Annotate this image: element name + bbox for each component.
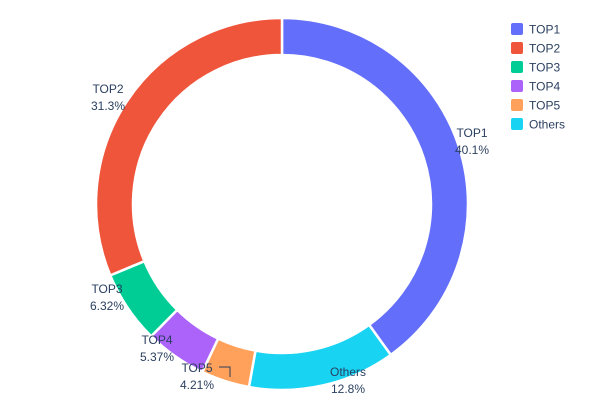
slice-label-percent: 31.3% — [91, 99, 125, 113]
slice-label-top1: TOP1 40.1% — [455, 126, 489, 157]
legend-item-top4[interactable]: TOP4 — [511, 80, 560, 94]
slice-label-name: TOP4 — [141, 333, 172, 347]
slice-label-percent: 40.1% — [455, 143, 489, 157]
legend-swatch[interactable] — [511, 61, 523, 73]
slice-label-percent: 5.37% — [140, 350, 174, 364]
legend-item-others[interactable]: Others — [511, 118, 565, 132]
slice-label-top2: TOP2 31.3% — [91, 82, 125, 113]
legend-label[interactable]: TOP1 — [529, 23, 560, 37]
legend-item-top5[interactable]: TOP5 — [511, 99, 560, 113]
slice-label-name: TOP3 — [91, 282, 122, 296]
legend-swatch[interactable] — [511, 99, 523, 111]
slice-label-top4: TOP4 5.37% — [140, 333, 174, 364]
legend-label[interactable]: TOP5 — [529, 99, 560, 113]
legend-swatch[interactable] — [511, 23, 523, 35]
legend-label[interactable]: TOP4 — [529, 80, 560, 94]
legend-item-top2[interactable]: TOP2 — [511, 42, 560, 56]
legend-label[interactable]: TOP2 — [529, 42, 560, 56]
slice-label-name: TOP5 — [181, 361, 212, 375]
slice-label-top3: TOP3 6.32% — [90, 282, 124, 313]
legend-label[interactable]: TOP3 — [529, 61, 560, 75]
slice-label-percent: 12.8% — [331, 382, 365, 396]
legend-swatch[interactable] — [511, 80, 523, 92]
legend-item-top1[interactable]: TOP1 — [511, 23, 560, 37]
legend-swatch[interactable] — [511, 42, 523, 54]
pie-slice-top1[interactable] — [280, 16, 470, 357]
slice-label-name: Others — [330, 365, 366, 379]
slice-label-name: TOP2 — [92, 82, 123, 96]
slice-label-top5: TOP5 4.21% — [180, 361, 231, 392]
pie-slice-others[interactable] — [247, 323, 393, 392]
slice-label-others: Others 12.8% — [330, 365, 366, 396]
legend-swatch[interactable] — [511, 118, 523, 130]
slice-label-percent: 6.32% — [90, 299, 124, 313]
slice-label-percent: 4.21% — [180, 378, 214, 392]
legend-label[interactable]: Others — [529, 118, 565, 132]
label-leader-line — [219, 366, 231, 377]
legend-item-top3[interactable]: TOP3 — [511, 61, 560, 75]
pie-slice-top2[interactable] — [94, 16, 284, 277]
slice-label-name: TOP1 — [456, 126, 487, 140]
